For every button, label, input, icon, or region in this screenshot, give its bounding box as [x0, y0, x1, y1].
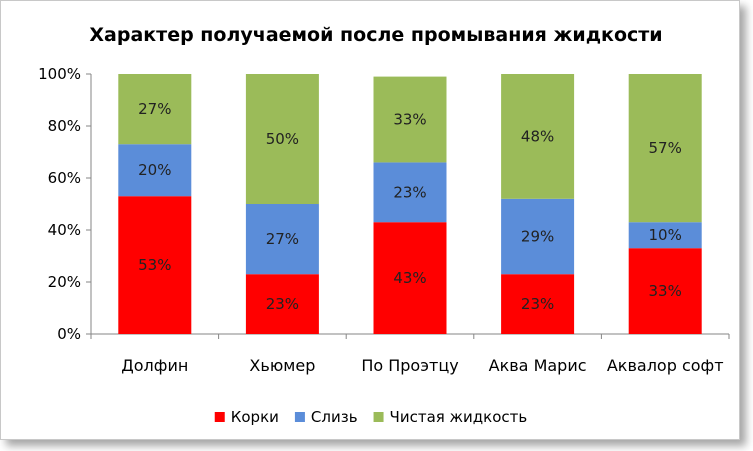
data-label: 29% — [521, 228, 554, 246]
legend-item: Слизь — [294, 408, 358, 426]
legend-label: Чистая жидкость — [390, 408, 528, 426]
y-tick-label: 40% — [48, 221, 81, 239]
data-label: 57% — [649, 139, 682, 157]
x-category-label: По Проэтцу — [361, 356, 458, 375]
legend-label: Корки — [231, 408, 279, 426]
data-label: 33% — [649, 282, 682, 300]
x-category-label: Аква Марис — [489, 356, 587, 375]
legend-swatch — [373, 412, 384, 422]
data-label: 27% — [138, 100, 171, 118]
chart-frame: Характер получаемой после промывания жид… — [0, 0, 740, 440]
y-tick-label: 0% — [57, 325, 81, 343]
axes: 0% 20% 40% 60% 80% 100% Долфин Хьюмер По Проэтцу… — [38, 65, 730, 375]
data-label: 33% — [393, 111, 426, 129]
data-label: 48% — [521, 127, 554, 145]
bar-segment — [245, 204, 319, 275]
y-tick-label: 20% — [48, 273, 81, 291]
legend-item: Корки — [214, 408, 279, 426]
data-label: 50% — [266, 130, 299, 148]
data-label: 23% — [266, 295, 299, 313]
data-label: 23% — [393, 183, 426, 201]
data-label: 10% — [649, 226, 682, 244]
bar-segment — [628, 74, 702, 223]
legend-swatch — [294, 412, 305, 422]
bar-segment — [118, 144, 192, 197]
legend: Корки Слизь Чистая жидкость — [214, 408, 528, 426]
x-category-label: Хьюмер — [249, 356, 315, 375]
data-label: 53% — [138, 256, 171, 274]
bar-segment — [373, 76, 447, 163]
bar-segment — [373, 222, 447, 334]
stacked-bar-chart: Характер получаемой после промывания жид… — [38, 24, 730, 426]
legend-swatch — [214, 412, 225, 422]
bar-segment — [501, 198, 575, 275]
data-labels: 53% 20% 27% 23% 27% 50% 43% 23% 33% 23% 29% 48% 33% 1… — [138, 100, 682, 313]
data-label: 23% — [521, 295, 554, 313]
bar-segment — [245, 74, 319, 204]
data-label: 43% — [393, 269, 426, 287]
data-label: 20% — [138, 161, 171, 179]
y-tick-label: 60% — [48, 169, 81, 187]
legend-item: Чистая жидкость — [373, 408, 528, 426]
bar-segment — [501, 74, 575, 199]
bar-segment — [628, 248, 702, 334]
x-category-label: Аквалор софт — [607, 356, 724, 375]
bar-segment — [501, 274, 575, 334]
y-tick-label: 80% — [48, 117, 81, 135]
bar-segment — [118, 196, 192, 334]
bar-segment — [118, 74, 192, 145]
bars — [118, 74, 702, 334]
bar-segment — [373, 162, 447, 223]
bar-segment — [628, 222, 702, 249]
chart-title: Характер получаемой после промывания жид… — [89, 24, 662, 46]
y-tick-label: 100% — [38, 65, 81, 83]
bar-segment — [245, 274, 319, 334]
legend-label: Слизь — [311, 408, 358, 426]
data-label: 27% — [266, 230, 299, 248]
x-category-label: Долфин — [121, 356, 188, 375]
